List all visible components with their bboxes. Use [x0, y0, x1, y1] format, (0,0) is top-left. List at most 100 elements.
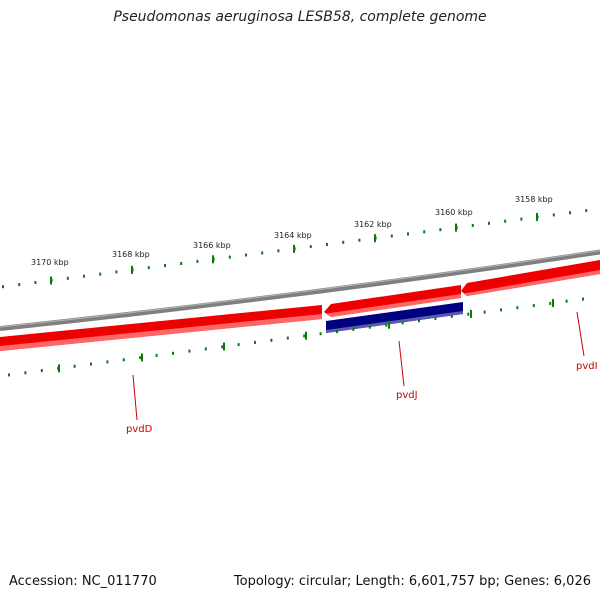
minor-tick — [8, 373, 10, 377]
genome-backbone-highlight — [0, 250, 600, 328]
minor-tick — [180, 262, 183, 265]
minor-tick — [342, 240, 345, 244]
minor-tick — [237, 343, 240, 347]
minor-tick — [401, 321, 404, 325]
minor-tick — [188, 349, 191, 353]
major-tick — [305, 331, 307, 340]
minor-tick — [390, 234, 393, 238]
minor-tick — [270, 338, 273, 342]
major-tick — [374, 234, 376, 243]
minor-tick — [106, 360, 109, 364]
scale-labels: 3170 kbp 3168 kbp 3166 kbp 3164 kbp 3162 kbp… — [31, 195, 553, 267]
minor-tick — [155, 353, 158, 357]
minor-tick — [24, 371, 27, 375]
minor-tick — [73, 364, 76, 368]
minor-tick — [336, 330, 338, 334]
minor-tick — [245, 253, 247, 257]
major-tick — [293, 244, 295, 253]
minor-tick — [40, 369, 43, 373]
major-tick — [50, 276, 52, 285]
minor-tick — [552, 213, 555, 217]
major-tick — [470, 309, 472, 318]
scale-label: 3160 kbp — [435, 208, 473, 217]
scale-label: 3168 kbp — [112, 250, 150, 259]
minor-tick — [582, 297, 584, 301]
minor-tick — [204, 347, 207, 351]
leader-line-pvdI — [576, 311, 585, 357]
minor-tick — [471, 223, 474, 227]
minor-tick — [488, 221, 490, 225]
minor-tick — [434, 317, 437, 321]
minor-tick — [500, 308, 502, 312]
minor-tick — [532, 304, 535, 308]
minor-tick — [164, 264, 166, 268]
major-tick — [388, 320, 390, 329]
minor-tick — [34, 281, 37, 284]
minor-tick — [122, 358, 125, 362]
minor-tick — [358, 238, 361, 242]
map-title: Pseudomonas aeruginosa LESB58, complete … — [113, 9, 487, 25]
major-tick — [223, 342, 225, 351]
minor-tick — [439, 228, 442, 232]
minor-tick — [66, 276, 69, 280]
minor-tick — [585, 209, 588, 213]
minor-tick — [450, 314, 453, 318]
minor-tick — [504, 219, 507, 223]
outer-scale-ticks — [2, 209, 588, 289]
scale-label: 3162 kbp — [354, 220, 392, 229]
major-tick — [552, 299, 554, 307]
minor-tick — [83, 274, 85, 278]
gene-pvdI[interactable] — [461, 260, 600, 296]
major-tick — [455, 223, 457, 232]
minor-tick — [569, 211, 571, 215]
minor-tick — [147, 266, 150, 270]
minor-tick — [418, 319, 420, 323]
minor-tick — [277, 249, 280, 253]
genome-summary-text: Topology: circular; Length: 6,601,757 bp… — [233, 574, 591, 589]
accession-text: Accession: NC_011770 — [9, 574, 157, 589]
leader-line-pvdD — [132, 374, 138, 421]
minor-tick — [483, 310, 486, 314]
minor-tick — [326, 243, 328, 246]
major-tick — [131, 265, 133, 274]
major-tick — [58, 364, 60, 373]
minor-tick — [286, 336, 289, 340]
minor-tick — [319, 332, 322, 336]
major-tick — [141, 353, 143, 362]
gene-label-pvdJ: pvdJ — [396, 390, 418, 401]
minor-tick — [115, 270, 118, 274]
minor-tick — [520, 217, 523, 221]
minor-tick — [368, 325, 371, 329]
major-tick — [536, 213, 538, 221]
minor-tick — [423, 230, 426, 234]
minor-tick — [467, 312, 470, 316]
minor-tick — [516, 306, 519, 310]
scale-label: 3166 kbp — [193, 241, 231, 250]
minor-tick — [352, 327, 355, 331]
minor-tick — [254, 340, 256, 344]
gene-pvdD[interactable] — [0, 305, 322, 351]
scale-label: 3158 kbp — [515, 195, 553, 204]
scale-label: 3170 kbp — [31, 258, 69, 267]
minor-tick — [172, 351, 174, 355]
minor-tick — [90, 362, 92, 366]
major-tick — [212, 255, 214, 264]
scale-label: 3164 kbp — [274, 231, 312, 240]
minor-tick — [385, 323, 388, 327]
minor-tick — [303, 334, 306, 338]
minor-tick — [549, 301, 552, 305]
gene-label-pvdI: pvdI — [576, 361, 598, 372]
inner-scale-ticks — [8, 297, 584, 377]
minor-tick — [196, 259, 199, 263]
minor-tick — [565, 299, 568, 303]
genome-backbone — [0, 249, 600, 331]
gene-pvdJ[interactable] — [324, 285, 461, 317]
gene-reverse-strand[interactable] — [326, 302, 463, 333]
leader-line-pvdJ — [398, 340, 405, 387]
minor-tick — [261, 251, 264, 255]
minor-tick — [309, 245, 312, 249]
minor-tick — [228, 255, 231, 259]
minor-tick — [18, 283, 21, 287]
minor-tick — [407, 232, 409, 236]
